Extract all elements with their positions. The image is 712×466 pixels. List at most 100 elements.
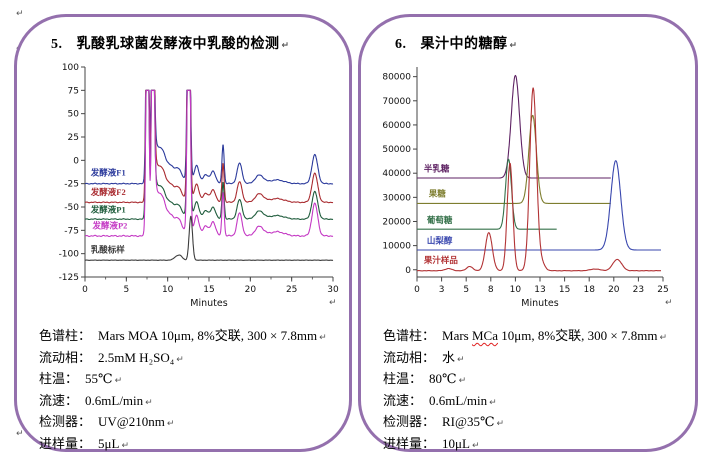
paragraph-mark: ↵ [319,333,327,343]
spec-label: 流动相： [39,349,92,365]
spec-row-flow-rate: 流速： 0.6mL/min ↵ [39,390,335,412]
spec-row-column-temperature: 柱温： 55℃ ↵ [39,368,335,390]
method-specs: 色谱柱： Mars MOA 10μm, 8%交联, 300 × 7.8mm ↵ 流动… [39,325,335,454]
spec-value: 水 [442,349,456,365]
x-axis-title: Minutes [190,298,227,309]
y-tick-label: 75 [68,86,79,96]
y-tick-label: -25 [64,180,79,190]
x-tick-label: 13 [534,285,545,295]
spec-label: 进样量： [383,435,436,451]
y-tick-label: -125 [59,273,79,283]
series-果汁样品 [416,87,662,272]
spec-label: 流速： [39,392,79,408]
panel-title: 6. 果汁中的糖醇 ↵ [395,33,518,53]
x-tick-label: 15 [203,285,214,295]
spec-row-mobile-phase: 流动相： 2.5mM H₂SO₄ ↵ [39,347,335,369]
y-tick-label: 10000 [382,242,411,252]
method-specs: 色谱柱： Mars MCa 10μm, 8%交联, 300 × 7.8mm ↵ 流动… [383,325,681,454]
spec-value: RI@35℃ [442,414,495,429]
paragraph-mark: ↵ [121,440,129,451]
y-tick-label: 50000 [382,145,411,155]
x-tick-label: 30 [327,285,339,295]
spec-row-column: 色谱柱： Mars MOA 10μm, 8%交联, 300 × 7.8mm ↵ [39,325,335,347]
x-tick-label: 20 [608,285,620,295]
spec-label: 进样量： [39,435,92,451]
spec-value: 2.5mM H₂SO₄ [98,349,175,365]
paragraph-mark: ↵ [509,41,518,51]
paragraph-mark: ↵ [114,376,123,386]
series-半乳糖 [416,74,612,179]
panel-title: 5. 乳酸乳球菌发酵液中乳酸的检测 ↵ [51,33,290,53]
x-tick-label: 10 [162,285,174,295]
spec-row-column: 色谱柱： Mars MCa 10μm, 8%交联, 300 × 7.8mm ↵ [383,325,681,347]
spec-row-column-temperature: 柱温： 80℃ ↵ [383,368,681,390]
spec-label: 柱温： [383,371,423,386]
paragraph-mark: ↵ [176,354,184,365]
section-title: 果汁中的糖醇 [420,37,508,52]
section-number: 6. [395,37,407,52]
series-label: 发酵液F2 [90,187,126,197]
x-tick-label: 20 [245,285,257,295]
spec-value: Mars MOA 10μm, 8%交联, 300 × 7.8mm [98,328,318,343]
x-tick-label: 8 [488,285,494,295]
y-tick-label: -75 [64,226,79,236]
spec-value-pre: Mars [442,328,472,343]
x-tick-label: 5 [463,285,469,295]
spec-value: 10μL [442,435,470,451]
y-tick-label: 20000 [382,217,411,227]
section-title: 乳酸乳球菌发酵液中乳酸的检测 [76,37,280,52]
series-label: 发酵液P1 [90,205,126,215]
y-tick-label: -50 [64,203,79,213]
x-tick-label: 3 [439,285,445,295]
spec-row-injection-volume: 进样量： 10μL ↵ [383,433,681,455]
x-tick-label: 25 [286,285,297,295]
spec-label: 检测器： [39,414,92,429]
x-tick-label: 0 [82,285,88,295]
spec-value: 55℃ [85,371,113,386]
paragraph-mark: ↵ [16,9,24,19]
spec-row-detector: 检测器： UV@210nm ↵ [39,411,335,433]
paragraph-mark: ↵ [457,354,465,365]
chromatogram-juice-sugars: 80000 70000 60000 50000 40000 30000 20000 10000… [367,57,679,319]
series-发酵液P1 [84,89,334,221]
series-葡萄糖 [416,158,557,230]
x-tick-label: 10 [510,285,522,295]
paragraph-mark: ↵ [471,440,480,451]
y-tick-label: 80000 [382,73,411,83]
spec-row-mobile-phase: 流动相： 水 ↵ [383,347,681,369]
series-label: 发酵液F1 [90,167,126,177]
paragraph-mark: ↵ [659,333,667,343]
x-tick-label: 5 [123,285,129,295]
panel-juice-sugar-alcohols: 6. 果汁中的糖醇 ↵ 80000 70000 60000 50000 40000 30000… [358,14,698,452]
spec-value: 5μL [98,435,120,451]
y-tick-label: 60000 [382,121,411,131]
paragraph-mark: ↵ [145,397,153,408]
section-number: 5. [51,37,63,52]
spec-label: 流动相： [383,349,436,365]
paragraph-mark: ↵ [281,41,290,51]
y-tick-label: 100 [62,63,79,73]
series-label: 果汁样品 [423,255,459,265]
paragraph-mark: ↵ [16,429,24,439]
spec-value: 80℃ [429,371,457,386]
x-tick-label: 23 [633,285,644,295]
series-发酵液F2 [84,89,334,204]
paragraph-mark: ↵ [329,298,337,308]
series-果糖 [416,114,612,204]
paragraph-mark: ↵ [496,419,505,429]
y-tick-label: 40000 [382,169,411,179]
spec-label: 流速： [383,392,423,408]
spec-row-flow-rate: 流速： 0.6mL/min ↵ [383,390,681,412]
series-发酵液F1 [84,89,334,185]
spec-label: 色谱柱： [39,328,92,343]
series-山梨醇 [416,160,662,251]
spec-label: 检测器： [383,414,436,429]
spec-value-post: 10μm, 8%交联, 300 × 7.8mm [497,328,658,343]
series-label: 山梨醇 [427,235,453,245]
y-tick-label: 25 [68,133,79,143]
y-tick-label: 50 [68,110,80,120]
panel-lactic-acid-detection: 5. 乳酸乳球菌发酵液中乳酸的检测 ↵ 100 75 50 25 0 -25 -50 -75 -10… [14,14,352,452]
x-tick-label: 0 [414,285,420,295]
